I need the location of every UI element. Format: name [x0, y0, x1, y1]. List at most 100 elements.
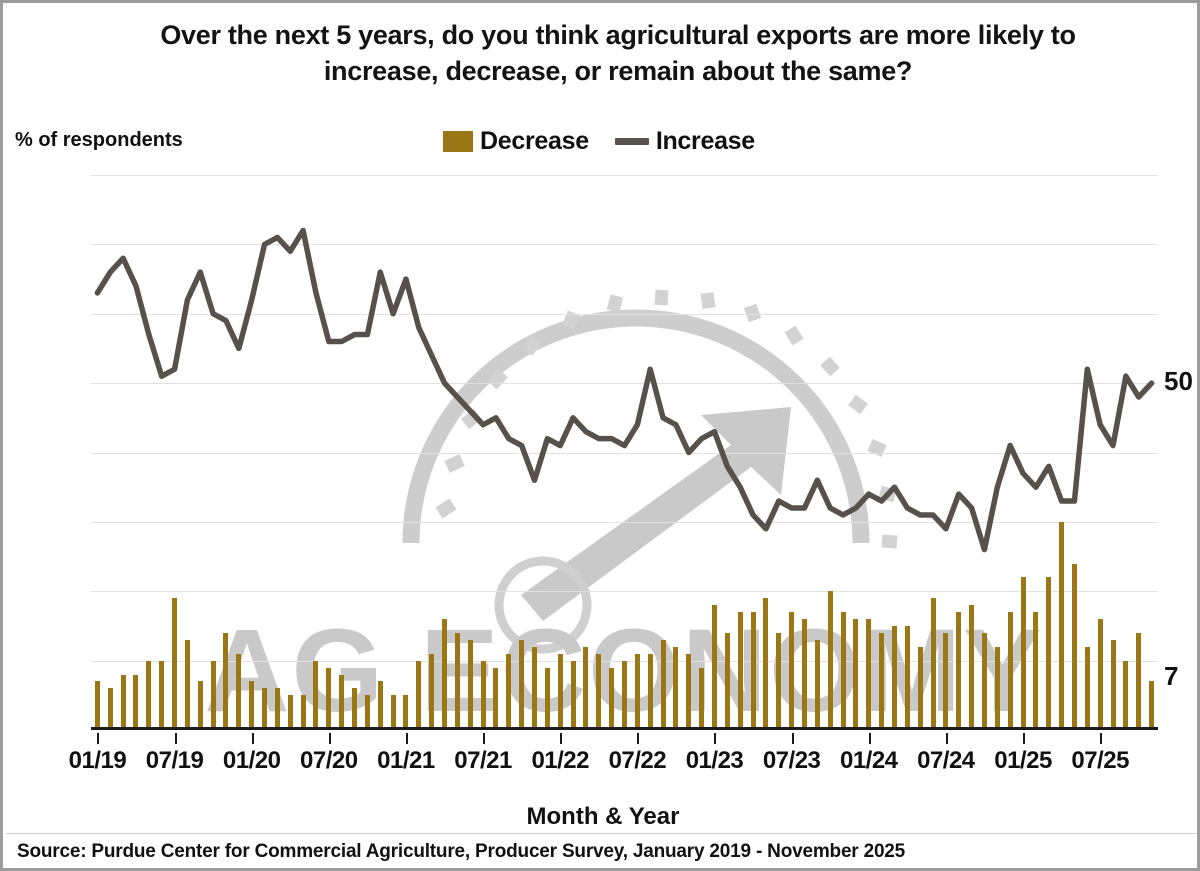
bar [609, 667, 615, 730]
legend-item-decrease: Decrease [443, 127, 589, 156]
bar [210, 660, 216, 730]
x-axis-tick-label: 07/19 [145, 747, 204, 774]
source-divider [6, 833, 1197, 834]
bar [660, 639, 666, 730]
bar [120, 674, 126, 730]
bar [249, 681, 255, 730]
bar [377, 681, 383, 730]
x-axis-tick-label: 01/21 [377, 747, 435, 774]
bar [1059, 521, 1065, 730]
bar [917, 646, 923, 730]
bar [647, 653, 653, 730]
bar [943, 632, 949, 730]
bar [1007, 612, 1013, 730]
bar [416, 660, 422, 730]
gridline [91, 175, 1158, 176]
x-axis-tick-label: 07/22 [608, 747, 667, 774]
x-axis-tick-label: 07/25 [1071, 747, 1129, 774]
bar [506, 653, 512, 730]
bar [172, 598, 178, 730]
bar [930, 598, 936, 730]
bar [994, 646, 1000, 730]
x-axis-line [91, 727, 1158, 730]
decrease-end-label: 7 [1164, 661, 1179, 692]
bar [1046, 577, 1052, 730]
gridline [91, 452, 1158, 454]
bar [1149, 681, 1155, 730]
bar [699, 667, 705, 730]
bar [827, 591, 833, 730]
bar [339, 674, 345, 730]
bar [776, 632, 782, 730]
bar [1071, 563, 1077, 730]
bar [107, 688, 113, 730]
bar [442, 619, 448, 730]
bar [159, 660, 165, 730]
bar [94, 681, 100, 730]
bar [1110, 639, 1116, 730]
bar [711, 605, 717, 730]
chart-legend: Decrease Increase [443, 127, 755, 156]
bar [403, 695, 409, 730]
bar [519, 639, 525, 730]
bar [493, 667, 499, 730]
increase-line-series [94, 227, 1155, 553]
chart-title: Over the next 5 years, do you think agri… [160, 20, 1076, 87]
legend-label-increase: Increase [655, 127, 755, 155]
x-axis-tick-label: 07/21 [454, 747, 512, 774]
bar [1136, 632, 1142, 730]
x-axis-tick-mark [405, 733, 408, 744]
bar [313, 660, 319, 730]
bar [1033, 612, 1039, 730]
bar [789, 612, 795, 730]
bar [390, 695, 396, 730]
x-axis-tick-mark [174, 733, 177, 744]
x-axis-tick-mark [560, 733, 563, 744]
bar [1123, 660, 1129, 730]
bar [879, 632, 885, 730]
legend-label-decrease: Decrease [480, 127, 589, 155]
bar [956, 612, 962, 730]
x-axis-tick-label: 01/19 [68, 747, 127, 774]
bar [300, 695, 306, 730]
x-axis-labels: 01/19 07/19 01/20 07/20 01/21 07/21 01/22 07/22… [69, 733, 1158, 783]
bar [454, 632, 460, 730]
y-axis-caption: % of respondents [15, 129, 183, 151]
x-axis-tick-label: 07/24 [917, 747, 975, 774]
bar [853, 619, 859, 730]
bar [866, 619, 872, 730]
x-axis-tick-mark [328, 733, 331, 744]
bar [891, 625, 897, 730]
x-axis-tick-mark [868, 733, 871, 744]
bar [801, 619, 807, 730]
x-axis-tick-mark [97, 733, 100, 744]
plot-area: AG ECONOMY BAROMETER PURDUE UNIVERSITY /… [69, 175, 1193, 868]
bar [673, 646, 679, 730]
bar [287, 695, 293, 730]
gridline [91, 313, 1158, 315]
bar [146, 660, 152, 730]
x-axis-tick-mark [1023, 733, 1026, 744]
increase-line-path [94, 227, 1155, 553]
bar [570, 660, 576, 730]
bar [583, 646, 589, 730]
bar [634, 653, 640, 730]
bar [429, 653, 435, 730]
bar [274, 688, 280, 730]
legend-swatch-increase-icon [614, 138, 649, 145]
source-note: Source: Purdue Center for Commercial Agr… [17, 841, 906, 862]
bar [223, 632, 229, 730]
bar [364, 695, 370, 730]
bar [326, 667, 332, 730]
bar [969, 605, 975, 730]
x-axis-tick-label: 01/25 [994, 747, 1052, 774]
bar [352, 688, 358, 730]
gridline [91, 521, 1158, 523]
bar [814, 639, 820, 730]
bar [686, 653, 692, 730]
x-axis-tick-label: 07/20 [300, 747, 358, 774]
bar [840, 612, 846, 730]
bar [262, 688, 268, 730]
bar [724, 632, 730, 730]
gridline [91, 591, 1158, 593]
